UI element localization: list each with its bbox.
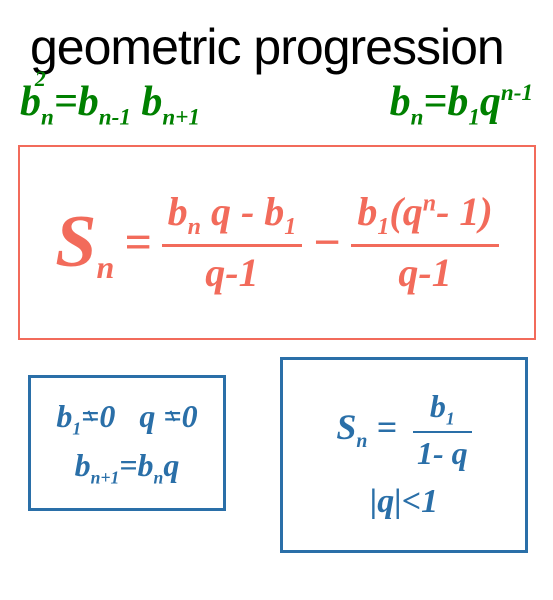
var-S: S [55, 201, 96, 283]
var-b: b [75, 447, 91, 483]
subscript-n: n [188, 214, 201, 240]
var-b: b [357, 189, 377, 234]
subscript-n: n [411, 103, 424, 129]
var-q: q [139, 398, 155, 434]
formula-bn-squared: b2n =bn-1 bn+1 [20, 78, 200, 130]
one: 1 [421, 483, 438, 520]
var-b: b [168, 189, 188, 234]
subscript-n-plus-1: n+1 [91, 467, 120, 487]
exponent-n-minus-1: n-1 [501, 79, 533, 105]
green-formulas-row: b2n =bn-1 bn+1 bn=b1qn-1 [20, 78, 533, 130]
subscript-n: n [96, 248, 114, 284]
subscript-1: 1 [377, 214, 389, 240]
fraction-1: bn q - b1 q-1 [162, 190, 303, 295]
subscript-n: n [41, 103, 54, 129]
subscript-1: 1 [446, 408, 455, 428]
subscript-n-plus-1: n+1 [162, 103, 200, 129]
main-sum-formula-box: Sn = bn q - b1 q-1 − b1(qn- 1) q-1 [18, 145, 536, 340]
denominator: 1- q [413, 436, 472, 471]
subscript-n: n [356, 431, 367, 453]
equals: = [119, 447, 137, 483]
zero: 0 [99, 398, 115, 434]
var-b: b [430, 388, 446, 424]
fraction-2: b1(qn- 1) q-1 [351, 190, 498, 295]
page-title: geometric progression [30, 18, 504, 76]
fraction-bar [351, 244, 498, 247]
var-S: S [336, 407, 356, 447]
fraction-bar [413, 431, 472, 433]
var-b: b [56, 398, 72, 434]
equals: = [54, 79, 78, 125]
convergence-condition: |q|<1 [370, 483, 438, 521]
fraction-bar [162, 244, 303, 247]
minus: − [312, 215, 341, 270]
infinite-sum-formula: Sn = b1 1- q [336, 389, 471, 472]
var-b: b [390, 79, 411, 125]
exponent-n: n [423, 190, 436, 216]
not-equal: = [81, 398, 99, 435]
sum-formula: Sn = bn q - b1 q-1 − b1(qn- 1) q-1 [55, 190, 498, 295]
equals: = [124, 215, 151, 270]
expr-q-minus-b: q - b [201, 189, 284, 234]
subscript-n: n [154, 467, 164, 487]
formula-bn-general: bn=b1qn-1 [390, 78, 533, 130]
var-q: q [163, 447, 179, 483]
conditions-box: b1=0 q =0 bn+1=bnq [28, 375, 226, 511]
zero: 0 [182, 398, 198, 434]
denominator: q-1 [392, 251, 457, 295]
subscript-1: 1 [468, 103, 480, 129]
equals: = [423, 79, 447, 125]
subscript-n-minus-1: n-1 [99, 103, 131, 129]
equals: = [376, 407, 397, 447]
subscript-1: 1 [72, 418, 81, 438]
not-equal: = [163, 398, 181, 435]
recurrence-formula: bn+1=bnq [75, 447, 180, 488]
paren-q: (q [389, 189, 422, 234]
denominator: q-1 [199, 251, 264, 295]
subscript-1: 1 [284, 214, 296, 240]
var-b: b [138, 447, 154, 483]
var-q: q [480, 79, 501, 125]
minus-1-paren: - 1) [436, 189, 493, 234]
fraction-infinite: b1 1- q [413, 389, 472, 472]
conditions-row-1: b1=0 q =0 [56, 398, 197, 439]
abs-q: |q| [370, 483, 402, 520]
infinite-sum-box: Sn = b1 1- q |q|<1 [280, 357, 528, 553]
exponent-2: 2 [35, 67, 46, 92]
var-b: b [141, 79, 162, 125]
less-than: < [402, 483, 421, 520]
var-b: b [78, 79, 99, 125]
var-b: b [447, 79, 468, 125]
